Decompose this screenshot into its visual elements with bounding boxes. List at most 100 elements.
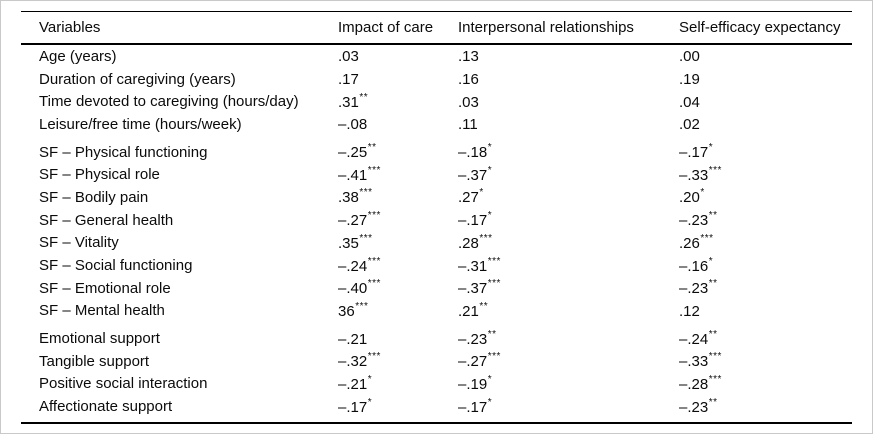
correlation-cell: .04: [679, 90, 852, 113]
significance-stars: ***: [708, 164, 722, 176]
correlation-value: –.24: [679, 330, 709, 348]
significance-stars: ***: [708, 351, 722, 363]
significance-stars: *: [487, 164, 493, 176]
significance-stars: **: [487, 328, 497, 340]
correlation-value: –.33: [679, 353, 709, 371]
correlation-value: –.17: [338, 398, 368, 416]
correlation-value: –.21: [338, 375, 368, 393]
table-row: SF – Physical role –.41*** –.37* –.33***: [21, 163, 852, 186]
significance-stars: ***: [367, 351, 381, 363]
correlation-cell: –.33***: [679, 163, 852, 186]
variable-name: SF – Emotional role: [39, 279, 171, 297]
significance-stars: ***: [367, 278, 381, 290]
significance-stars: ***: [359, 187, 373, 199]
variable-name: Leisure/free time (hours/week): [39, 115, 242, 133]
table-row: SF – Mental health 36*** .21** .12: [21, 300, 852, 323]
correlation-cell: –.33***: [679, 350, 852, 373]
significance-stars: ***: [479, 232, 493, 244]
significance-stars: *: [487, 142, 493, 154]
variable-name: Duration of caregiving (years): [39, 70, 236, 88]
correlation-value: –.08: [338, 116, 368, 134]
correlation-cell: –.37***: [458, 277, 679, 300]
table-row: Age (years) .03 .13 .00: [21, 44, 852, 68]
significance-stars: ***: [487, 255, 501, 267]
correlation-cell: –.25**: [338, 136, 458, 164]
correlation-cell: –.23**: [679, 209, 852, 232]
correlation-value: .12: [679, 302, 700, 320]
correlation-cell: 36***: [338, 300, 458, 323]
correlation-value: –.37: [458, 280, 488, 298]
correlation-value: –.21: [338, 330, 368, 348]
correlation-cell: –.23**: [679, 277, 852, 300]
correlation-value: –.18: [458, 144, 488, 162]
correlation-cell: .19: [679, 68, 852, 91]
variable-name: Time devoted to caregiving (hours/day): [39, 93, 299, 111]
significance-stars: **: [708, 278, 718, 290]
variable-name: Affectionate support: [39, 398, 173, 416]
table-row: SF – Physical functioning –.25** –.18* –…: [21, 136, 852, 164]
correlation-cell: .27*: [458, 186, 679, 209]
column-header-self-efficacy-expectancy: Self-efficacy expectancy: [679, 11, 852, 45]
correlation-cell: .20*: [679, 186, 852, 209]
table-row: SF – Vitality .35*** .28*** .26***: [21, 232, 852, 255]
correlation-value: –.33: [679, 166, 709, 184]
correlation-value: –.17: [458, 398, 488, 416]
correlation-cell: –.19*: [458, 373, 679, 396]
correlation-cell: .28***: [458, 232, 679, 255]
correlation-cell: .12: [679, 300, 852, 323]
correlation-value: .17: [338, 71, 359, 89]
correlation-cell: –.17*: [458, 209, 679, 232]
correlation-cell: .31**: [338, 90, 458, 113]
significance-stars: *: [367, 373, 373, 385]
correlation-value: –.37: [458, 166, 488, 184]
significance-stars: **: [708, 210, 718, 222]
correlation-cell: –.27***: [458, 350, 679, 373]
correlation-value: .04: [679, 93, 700, 111]
significance-stars: *: [487, 396, 493, 408]
correlation-cell: –.18*: [458, 136, 679, 164]
variable-name: SF – General health: [39, 211, 174, 229]
correlation-cell: .21**: [458, 300, 679, 323]
significance-stars: ***: [700, 232, 714, 244]
header-row: Variables Impact of care Interpersonal r…: [21, 11, 852, 45]
correlation-cell: –.16*: [679, 254, 852, 277]
correlation-value: .03: [338, 48, 359, 66]
correlation-value: .19: [679, 71, 700, 89]
table-row: Affectionate support –.17* –.17* –.23**: [21, 395, 852, 423]
correlation-value: –.25: [338, 144, 368, 162]
table-row: Leisure/free time (hours/week) –.08 .11 …: [21, 113, 852, 136]
correlation-value: –.23: [679, 280, 709, 298]
significance-stars: ***: [355, 300, 369, 312]
correlation-value: –.41: [338, 166, 368, 184]
correlation-cell: .17: [338, 68, 458, 91]
correlation-value: .11: [458, 116, 478, 134]
table-row: SF – General health –.27*** –.17* –.23**: [21, 209, 852, 232]
variable-name: SF – Social functioning: [39, 257, 193, 275]
correlation-cell: –.37*: [458, 163, 679, 186]
significance-stars: **: [367, 142, 377, 154]
correlation-value: 36: [338, 302, 355, 320]
correlation-value: –.31: [458, 257, 488, 275]
correlation-value: .00: [679, 48, 700, 66]
significance-stars: ***: [367, 255, 381, 267]
table-body: Age (years) .03 .13 .00 Duration of care…: [21, 44, 852, 423]
correlation-cell: –.17*: [338, 395, 458, 423]
correlation-table: Variables Impact of care Interpersonal r…: [21, 11, 852, 424]
variable-name: SF – Bodily pain: [39, 188, 149, 206]
significance-stars: *: [708, 142, 714, 154]
significance-stars: *: [487, 210, 493, 222]
significance-stars: ***: [367, 164, 381, 176]
significance-stars: *: [479, 187, 484, 199]
correlation-value: .21: [458, 302, 479, 320]
table-row: Positive social interaction –.21* –.19* …: [21, 373, 852, 396]
correlation-cell: –.28***: [679, 373, 852, 396]
correlation-value: .16: [458, 71, 479, 89]
significance-stars: ***: [487, 351, 501, 363]
significance-stars: *: [367, 396, 373, 408]
correlation-cell: –.24***: [338, 254, 458, 277]
correlation-value: .02: [679, 116, 700, 134]
correlation-value: .38: [338, 189, 359, 207]
correlation-cell: .16: [458, 68, 679, 91]
correlation-cell: .02: [679, 113, 852, 136]
